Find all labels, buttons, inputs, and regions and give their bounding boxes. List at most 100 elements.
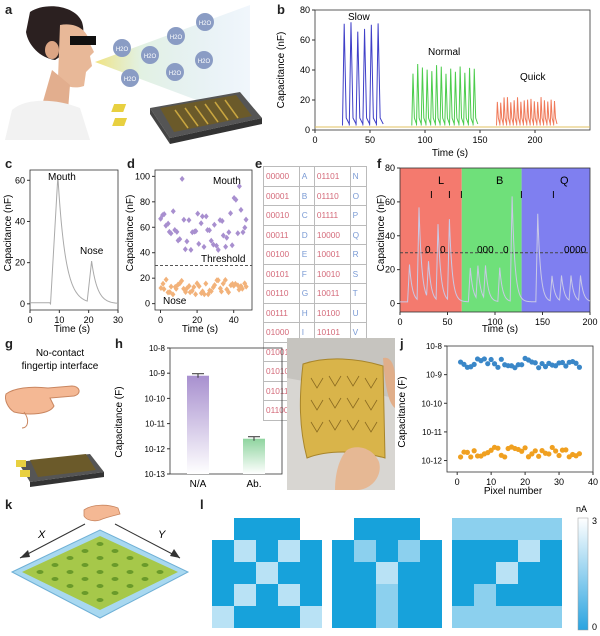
y-tick-label: 20: [385, 265, 395, 275]
sensor-pixel: [36, 570, 44, 574]
bit-label: 000: [477, 245, 494, 256]
data-point: [488, 356, 494, 363]
panel-f-chart: Capacitance (nF) Time (s) 0 50 100 150 20002…: [376, 163, 598, 335]
code-table-row: 00101 F 10010 S: [263, 263, 368, 284]
x-tick-label: 100: [417, 135, 432, 145]
panel-label-g: g: [5, 336, 13, 351]
heatmap-cell: [376, 518, 398, 540]
heatmap-cell: [540, 562, 562, 584]
bit-label: I: [448, 190, 451, 201]
x-tick-label: Ab.: [246, 479, 261, 490]
heatmap-cell: [300, 518, 322, 540]
heatmap-cell: [256, 584, 278, 606]
binary-code-cell: 00100: [263, 244, 300, 265]
colorbar-max: 3: [592, 516, 597, 526]
y-axis-arrow: [114, 523, 181, 559]
y-tick-label: 20: [15, 258, 25, 268]
region-label-l: L: [438, 175, 444, 187]
y-tick-label: 0: [20, 299, 25, 309]
person-shirt: [5, 100, 90, 140]
y-tick-label: 80: [385, 163, 395, 173]
panel-g-illustration: No-contact fingertip interface: [5, 348, 104, 487]
data-point: [522, 445, 528, 451]
heatmap-cell: [518, 562, 540, 584]
y-tick-label: 10-11: [422, 428, 442, 437]
data-point: [194, 280, 200, 287]
y-tick-label: 60: [385, 197, 395, 207]
sensor-pixel: [96, 570, 104, 574]
finger-icon: [83, 504, 121, 522]
water-molecules: H2O H2O H2O H2O H2O H2O H2O: [113, 13, 214, 87]
heatmap-cell: [518, 540, 540, 562]
data-point: [228, 210, 234, 217]
bit-label: I: [430, 190, 433, 201]
annotation-quick: Quick: [520, 72, 547, 83]
bar: [243, 438, 265, 474]
panel-d-chart: Capacitance (nF) Time (s) 0 20 40 0 20 40 60 80…: [125, 169, 253, 335]
letter-cell: T: [349, 283, 368, 304]
data-point: [208, 288, 214, 295]
x-tick-label: 0: [27, 315, 32, 325]
heatmap-cell: [474, 584, 496, 606]
water-molecule-icon: H2O: [141, 46, 159, 64]
data-point: [553, 448, 559, 454]
letter-cell: P: [349, 205, 368, 226]
panel-j-chart: Capacitance (F) Pixel number 0 10 20 30 40 10…: [397, 342, 598, 497]
heatmap-cell: [420, 584, 442, 606]
data-point: [471, 361, 477, 368]
data-point: [163, 276, 169, 283]
data-point: [519, 448, 525, 454]
data-point: [529, 451, 535, 457]
panel-label-j: j: [400, 336, 404, 351]
data-point: [158, 215, 164, 222]
x-tick-label: 150: [535, 317, 550, 327]
sensor-pixel: [96, 542, 104, 546]
svg-text:H2O: H2O: [144, 54, 157, 60]
axis-label-x: X: [37, 529, 46, 541]
heatmap-cell: [212, 584, 234, 606]
data-point: [217, 217, 223, 224]
heatmap-cell: [518, 606, 540, 628]
data-point: [174, 228, 180, 235]
bit-label: I: [460, 190, 463, 201]
heatmap-cell: [332, 584, 354, 606]
heatmap-cell: [518, 518, 540, 540]
sensor-pixel: [51, 563, 59, 567]
ylabel: Capacitance (F): [397, 376, 408, 447]
sensor-pixel: [81, 549, 89, 553]
data-point: [461, 361, 467, 367]
panel-h-chart: Capacitance (F) 10-8 10-9 10-10 10-11 10-12 1…: [114, 344, 283, 490]
data-point: [203, 280, 209, 287]
heatmap-cell: [452, 584, 474, 606]
data-point: [196, 283, 202, 290]
letter-cell: A: [298, 166, 315, 187]
annotation-mouth: Mouth: [213, 176, 241, 187]
data-point: [167, 289, 173, 296]
heatmap-cell: [474, 518, 496, 540]
letter-cell: N: [349, 166, 368, 187]
sensor-pixel: [111, 577, 119, 581]
sensor-pixel: [96, 598, 104, 602]
sensor-pixel: [111, 563, 119, 567]
data-point: [208, 237, 214, 244]
data-point: [536, 365, 542, 371]
binary-code-cell: 10011: [313, 283, 351, 304]
finger-icon: [5, 385, 80, 429]
binary-code-cell: 01101: [313, 166, 351, 187]
heatmap-cell: [354, 518, 376, 540]
water-molecule-icon: H2O: [121, 69, 139, 87]
data-point: [170, 208, 176, 215]
panel-label-h: h: [115, 336, 123, 351]
heatmap-cell: [540, 540, 562, 562]
y-tick-label: 60: [140, 222, 150, 232]
heatmap-cell: [540, 584, 562, 606]
data-point: [556, 452, 562, 459]
x-tick-label: 0: [455, 477, 460, 487]
heatmap-cell: [376, 584, 398, 606]
data-point: [195, 210, 201, 217]
ylabel: Capacitance (nF): [3, 195, 14, 272]
sensor-pixel: [66, 584, 74, 588]
data-point: [532, 360, 538, 366]
data-point: [218, 288, 224, 295]
data-point: [179, 277, 185, 284]
